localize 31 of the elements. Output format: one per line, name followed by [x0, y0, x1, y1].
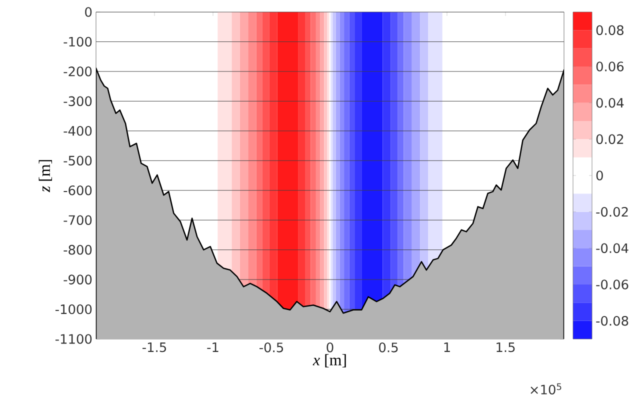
- x-axis-title: x [m]: [312, 354, 346, 368]
- color-bar-label: -0.02: [596, 206, 628, 217]
- x-tick-label: 1.5: [496, 342, 515, 352]
- color-bar-label: 0.06: [596, 62, 624, 72]
- color-bar-label: 0.04: [596, 98, 624, 108]
- x-tick-label: 0: [326, 342, 334, 352]
- x-tick-label: -0.5: [259, 342, 284, 352]
- y-tick-label: -400: [64, 126, 92, 136]
- y-tick-label: -100: [64, 36, 92, 47]
- y-tick-label: -800: [64, 244, 92, 255]
- y-tick-label: -900: [64, 274, 92, 284]
- y-tick-label: -300: [64, 96, 92, 106]
- x-tick-label: -1.5: [142, 342, 166, 352]
- y-tick-label: -1100: [55, 334, 92, 344]
- x-tick-label: 1: [444, 342, 450, 352]
- y-axis-title: z [m]: [38, 160, 52, 192]
- text: ×10$^{5}$: [530, 383, 562, 394]
- color-bar-label: 0: [596, 170, 603, 180]
- y-tick-label: -200: [64, 66, 92, 76]
- color-bar-label: -0.04: [596, 243, 628, 254]
- color-bar-label: 0.02: [596, 134, 624, 144]
- color-bar-label: 0.08: [596, 25, 624, 36]
- y-tick-label: -700: [64, 215, 92, 225]
- y-tick-label: -500: [64, 156, 92, 166]
- x-tick-label: -1: [207, 342, 218, 352]
- color-bar-label: -0.08: [596, 316, 628, 326]
- y-tick-label: 0: [85, 7, 92, 17]
- x-tick-label: 0.5: [379, 342, 398, 352]
- y-tick-label: -600: [64, 185, 92, 196]
- y-tick-label: -1000: [55, 304, 92, 314]
- color-bar-label: -0.06: [596, 280, 628, 290]
